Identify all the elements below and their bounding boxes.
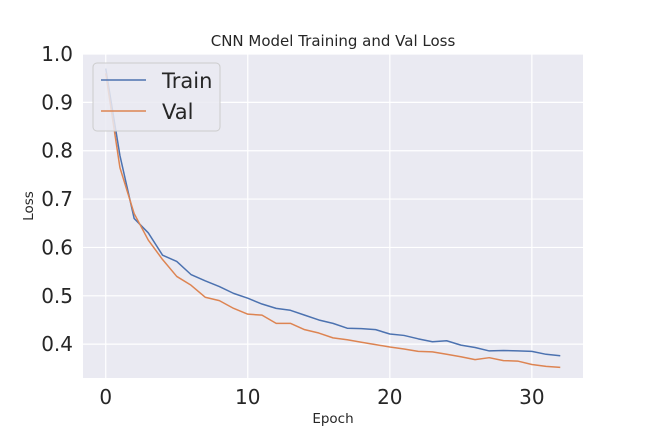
y-tick-label: 0.7 <box>41 187 73 211</box>
y-axis-label: Loss <box>21 191 37 221</box>
x-tick-label: 30 <box>519 385 544 409</box>
x-axis-label: Epoch <box>312 411 353 427</box>
series-lines <box>104 68 561 369</box>
x-tick-label: 10 <box>235 385 260 409</box>
y-tick-label: 0.4 <box>41 332 73 356</box>
legend-label-train: Train <box>161 69 212 93</box>
y-tick-label: 1.0 <box>41 42 73 66</box>
legend: Train Val <box>92 62 221 132</box>
y-tick-label: 0.9 <box>41 90 73 114</box>
series-line-val <box>104 73 561 369</box>
y-tick-label: 0.6 <box>41 235 73 259</box>
chart-title: CNN Model Training and Val Loss <box>211 32 456 50</box>
x-tick-label: 0 <box>99 385 112 409</box>
series-line-train <box>104 68 561 357</box>
legend-label-val: Val <box>162 100 193 124</box>
y-tick-label: 0.5 <box>41 284 73 308</box>
grid-lines <box>83 53 583 378</box>
x-tick-label: 20 <box>377 385 402 409</box>
tick-labels: 0 10 20 30 1.0 0.9 0.8 0.7 0.6 0.5 0.4 <box>41 42 544 409</box>
y-tick-label: 0.8 <box>41 139 73 163</box>
